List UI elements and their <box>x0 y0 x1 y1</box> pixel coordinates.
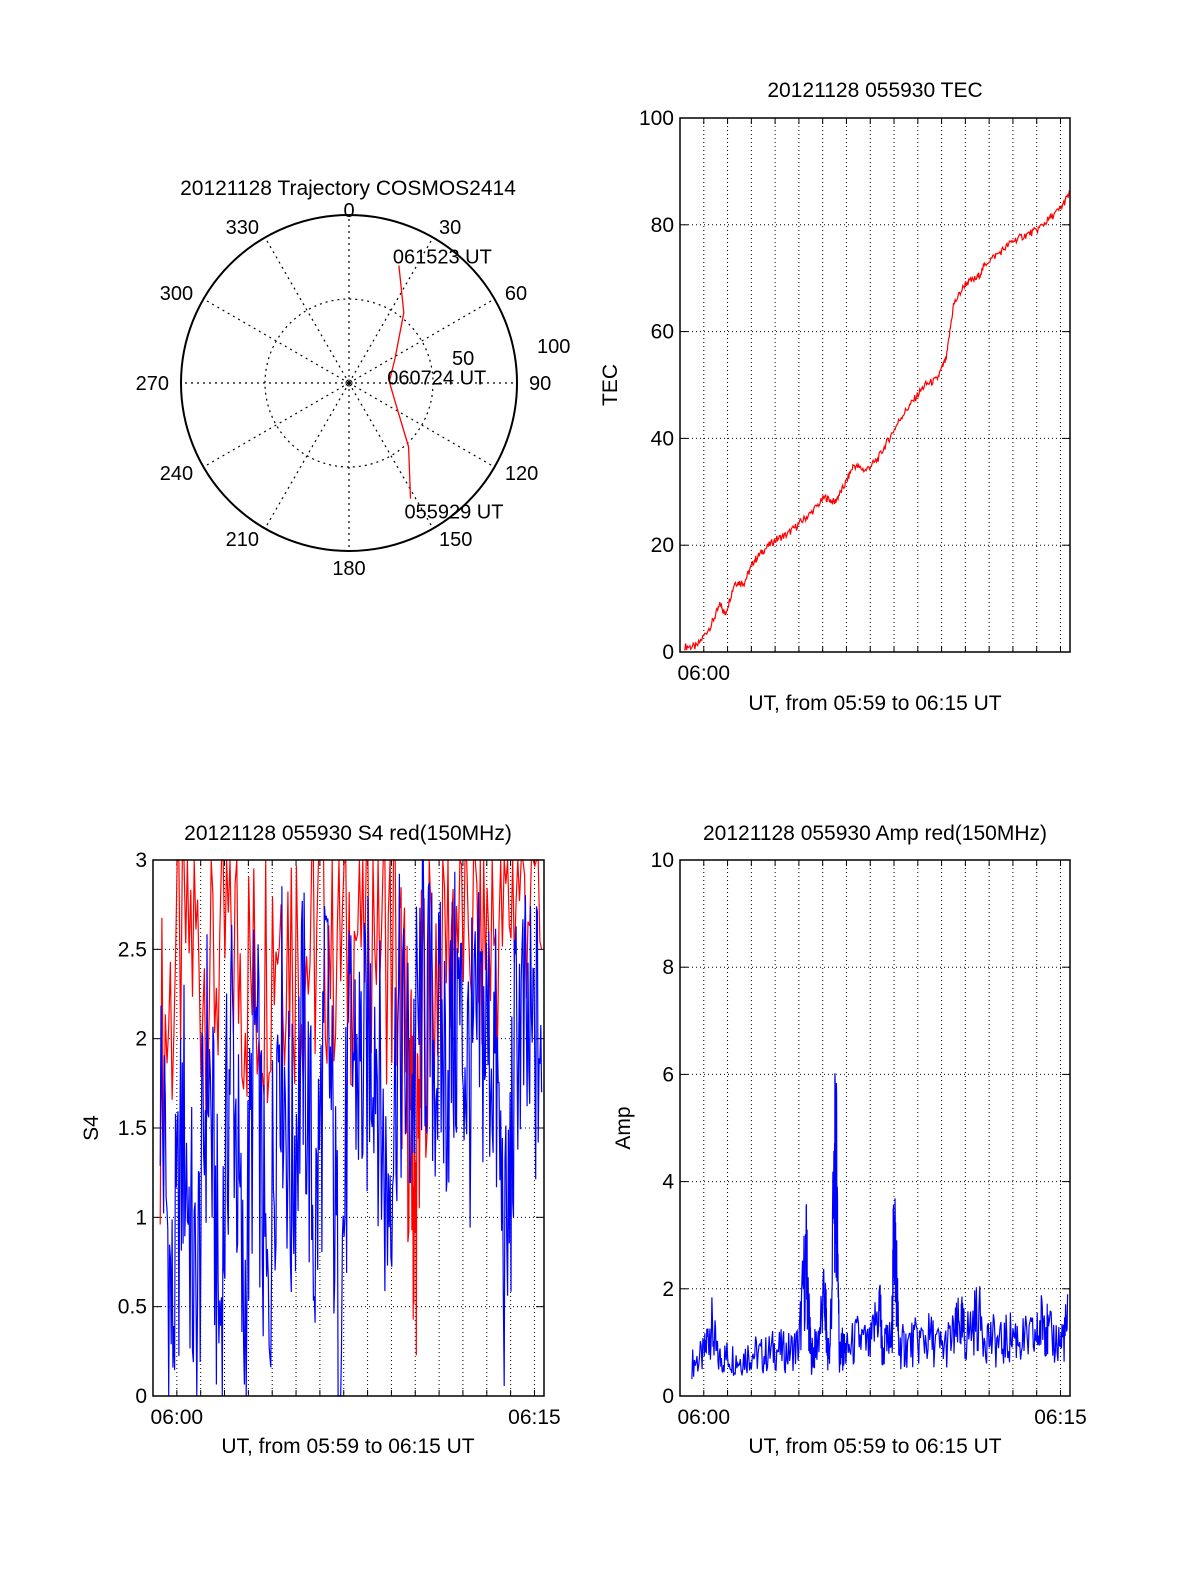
amp-frame <box>679 859 1071 1397</box>
s4-frame <box>152 859 545 1397</box>
polar-azimuth-label: 120 <box>505 463 538 485</box>
trajectory-polar-plot: 20121128 Trajectory COSMOS2414 0 30 60 90 12… <box>136 177 571 580</box>
s4-ytick-label: 0.5 <box>118 1296 147 1319</box>
polar-ring-label-50: 50 <box>452 348 474 370</box>
tec-series-0 <box>684 190 1071 651</box>
polar-center <box>345 379 353 387</box>
trajectory-time-label: 061523 UT <box>393 246 492 268</box>
tec-title: 20121128 055930 TEC <box>767 79 982 102</box>
polar-spoke <box>203 298 350 384</box>
polar-azimuth-label: 0 <box>343 200 354 222</box>
amp-xtick-label: 06:15 <box>1034 1406 1087 1429</box>
polar-azimuth-label: 240 <box>160 463 193 485</box>
polar-azimuth-label: 60 <box>505 283 527 305</box>
tec-ytick-label: 80 <box>651 214 674 237</box>
tec-xtick-label: 06:00 <box>677 662 730 685</box>
tec-ytick-label: 40 <box>651 427 674 450</box>
amp-ytick-label: 2 <box>662 1278 674 1301</box>
tec-ytick-label: 60 <box>651 321 674 344</box>
polar-spoke <box>264 382 350 529</box>
amp-ytick-label: 8 <box>662 956 674 979</box>
s4-plot: 20121128 055930 S4 red(150MHz) UT, from … <box>80 822 561 1458</box>
tec-xlabel: UT, from 05:59 to 06:15 UT <box>748 692 1001 715</box>
trajectory-time-label: 055929 UT <box>405 502 504 524</box>
amp-xtick-label: 06:00 <box>677 1406 730 1429</box>
tec-ytick-label: 0 <box>662 641 674 664</box>
s4-xtick-label: 06:15 <box>508 1406 561 1429</box>
s4-ylabel: S4 <box>80 1115 103 1141</box>
polar-ring-label-100: 100 <box>537 336 570 358</box>
polar-outer-ring <box>180 214 518 552</box>
amp-title: 20121128 055930 Amp red(150MHz) <box>703 822 1047 845</box>
amp-ytick-label: 0 <box>662 1385 674 1408</box>
amp-ytick-label: 10 <box>651 849 674 872</box>
s4-xlabel: UT, from 05:59 to 06:15 UT <box>221 1435 474 1458</box>
s4-ytick-label: 2 <box>135 1028 147 1051</box>
s4-ytick-label: 1 <box>135 1206 147 1229</box>
amp-series-0 <box>691 1073 1069 1380</box>
tec-ytick-label: 100 <box>639 107 674 130</box>
polar-azimuth-label: 270 <box>136 373 169 395</box>
s4-series-0 <box>159 859 543 1356</box>
s4-xtick-label: 06:00 <box>151 1406 204 1429</box>
polar-azimuth-label: 90 <box>529 373 551 395</box>
polar-azimuth-label: 210 <box>226 529 259 551</box>
polar-azimuth-label: 330 <box>226 217 259 239</box>
amp-ytick-label: 6 <box>662 1063 674 1086</box>
s4-ytick-label: 1.5 <box>118 1117 147 1140</box>
trajectory-title: 20121128 Trajectory COSMOS2414 <box>180 177 516 200</box>
tec-ylabel: TEC <box>599 364 622 406</box>
trajectory-time-label: 060724 UT <box>387 368 486 390</box>
polar-spoke <box>264 237 350 384</box>
polar-azimuth-label: 30 <box>439 217 461 239</box>
polar-spoke <box>348 382 495 468</box>
polar-spoke <box>203 382 350 468</box>
polar-azimuth-label: 150 <box>439 529 472 551</box>
s4-ytick-label: 0 <box>135 1385 147 1408</box>
s4-ytick-label: 2.5 <box>118 938 147 961</box>
trajectory-track <box>388 265 412 499</box>
polar-spoke <box>348 237 434 384</box>
tec-plot: 20121128 055930 TEC UT, from 05:59 to 06… <box>599 79 1071 715</box>
polar-spoke <box>348 382 434 529</box>
amp-plot: 20121128 055930 Amp red(150MHz) UT, from… <box>612 822 1087 1458</box>
amp-ylabel: Amp <box>612 1106 635 1149</box>
polar-azimuth-label: 180 <box>332 558 365 580</box>
polar-azimuth-label: 300 <box>160 283 193 305</box>
amp-xlabel: UT, from 05:59 to 06:15 UT <box>748 1435 1001 1458</box>
polar-spoke <box>348 298 495 384</box>
s4-title: 20121128 055930 S4 red(150MHz) <box>184 822 512 845</box>
s4-series-1 <box>159 859 543 1397</box>
s4-ytick-label: 3 <box>135 849 147 872</box>
tec-ytick-label: 20 <box>651 534 674 557</box>
amp-ytick-label: 4 <box>662 1171 674 1194</box>
tec-frame <box>679 117 1071 653</box>
